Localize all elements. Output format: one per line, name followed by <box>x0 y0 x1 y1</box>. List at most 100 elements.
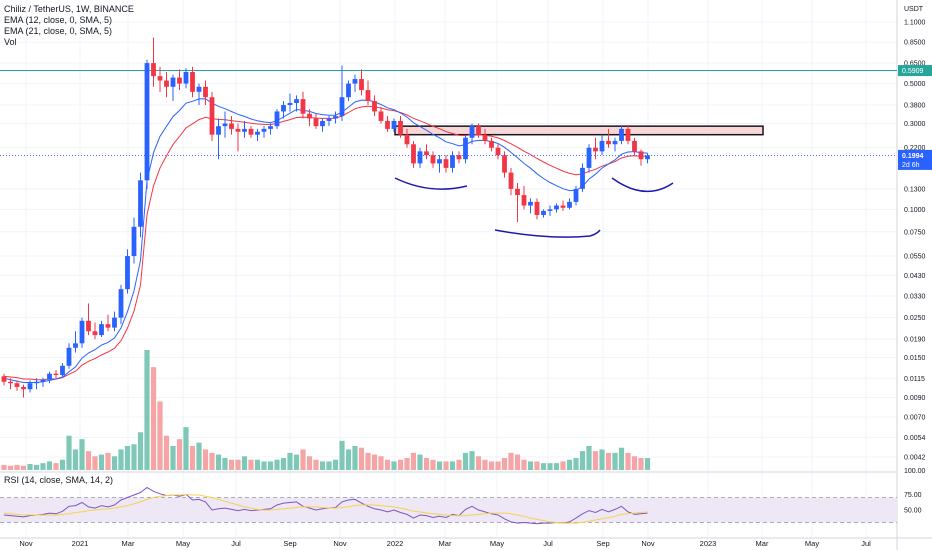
candle-body <box>365 90 371 102</box>
volume-bar <box>436 461 443 470</box>
resistance-box <box>394 125 764 136</box>
volume-bar <box>46 461 53 470</box>
candle <box>346 80 351 102</box>
candle-body <box>489 140 494 148</box>
volume-bar <box>475 456 482 470</box>
candle-body <box>79 320 85 344</box>
price-tick-label: 0.0190 <box>904 337 926 344</box>
volume-bar <box>111 456 118 470</box>
candle-body <box>144 63 150 181</box>
candle-body <box>125 256 130 290</box>
candle-body <box>521 195 527 206</box>
candle-body <box>307 113 312 119</box>
candle-body <box>554 205 559 210</box>
rsi-legend[interactable]: RSI (14, close, SMA, 14, 2) <box>4 475 114 485</box>
volume-bar <box>20 465 27 470</box>
candle <box>398 116 403 138</box>
time-tick-label: Jul <box>861 539 871 548</box>
candle <box>586 144 592 173</box>
candle <box>118 284 124 325</box>
volume-bar <box>378 456 384 470</box>
volume-bar <box>508 452 514 470</box>
volume-bar <box>137 432 144 470</box>
candle <box>229 116 234 135</box>
candle <box>40 377 46 387</box>
candle-body <box>27 383 33 390</box>
candle-body <box>372 101 377 112</box>
volume-bar <box>618 447 625 470</box>
volume-bar <box>293 454 300 470</box>
candle-body <box>632 140 637 152</box>
candle <box>365 80 371 106</box>
candle <box>66 343 72 369</box>
candle <box>619 126 624 145</box>
candle <box>495 144 501 160</box>
volume-bar <box>27 464 33 470</box>
candle-body <box>547 209 553 211</box>
price-tick-label: 0.1300 <box>904 186 926 193</box>
candle <box>92 322 98 340</box>
rsi-pane <box>0 486 897 525</box>
candle <box>86 303 91 336</box>
ema-fast-legend[interactable]: EMA (12, close, 0, SMA, 5) <box>4 15 113 25</box>
price-tick-label: 1.1000 <box>904 20 926 27</box>
time-tick-label: Nov <box>641 539 655 548</box>
volume-bar <box>638 458 644 470</box>
candle <box>112 311 117 332</box>
candles <box>1 37 650 398</box>
candle-body <box>34 381 39 384</box>
time-tick-label: Mar <box>439 539 452 548</box>
candle <box>534 198 540 220</box>
candle-body <box>99 324 104 336</box>
candle-body <box>385 120 390 129</box>
candle <box>599 134 605 156</box>
candle-body <box>606 140 611 145</box>
candle <box>138 172 143 238</box>
candle-body <box>541 210 546 216</box>
candle-body <box>625 128 631 141</box>
candle-body <box>599 140 605 152</box>
candle-body <box>14 383 20 387</box>
hline-price-value: 0.5909 <box>902 68 924 75</box>
volume-bar <box>222 458 228 470</box>
volume-bar <box>79 439 85 470</box>
volume-bar <box>170 446 176 470</box>
candle <box>372 95 377 117</box>
candle-body <box>177 77 182 84</box>
volume-bar <box>183 427 189 470</box>
candle <box>476 123 481 138</box>
candle <box>567 198 572 210</box>
candle <box>1 373 7 386</box>
volume-bar <box>332 459 339 470</box>
head-drawing <box>494 229 601 238</box>
price-tick-label: 0.0150 <box>904 355 926 362</box>
time-tick-label: Jul <box>543 539 553 548</box>
time-tick-label: 2023 <box>700 539 717 548</box>
ema-slow-legend[interactable]: EMA (21, close, 0, SMA, 5) <box>4 26 113 36</box>
candle-body <box>138 180 143 227</box>
time-tick-label: Mar <box>756 539 769 548</box>
candle <box>164 72 169 98</box>
volume-bar <box>254 459 261 470</box>
price-tick-label: 0.0054 <box>904 435 926 442</box>
candle-body <box>443 159 449 168</box>
volume-bar <box>410 452 417 470</box>
candle-body <box>216 126 221 135</box>
candle <box>333 111 338 124</box>
volume-bar <box>66 435 72 470</box>
volume-bar <box>449 461 456 470</box>
candle-body <box>53 373 59 375</box>
candle-body <box>86 320 91 332</box>
volume-bar <box>248 459 254 470</box>
volume-legend[interactable]: Vol <box>4 37 17 47</box>
volume-bar <box>228 459 235 470</box>
symbol-title[interactable]: Chiliz / TetherUS, 1W, BINANCE <box>4 4 134 14</box>
volume-bar <box>326 461 332 470</box>
price-tick-label: 0.1000 <box>904 207 926 214</box>
volume-bar <box>124 446 131 470</box>
candle <box>515 183 520 223</box>
candle-body <box>118 289 124 318</box>
volume-bar <box>573 458 579 470</box>
